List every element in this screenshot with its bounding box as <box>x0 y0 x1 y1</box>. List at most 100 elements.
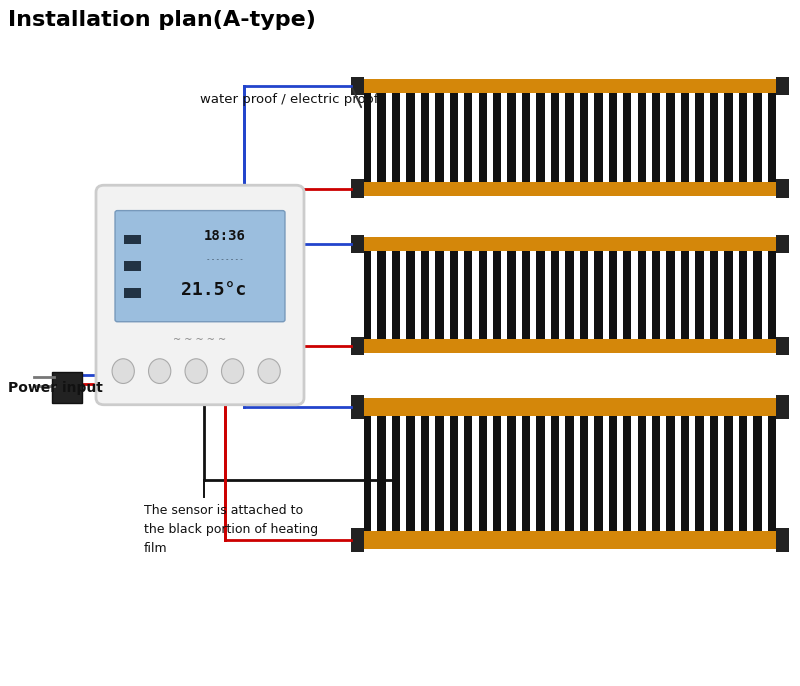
Bar <box>386 93 392 182</box>
Bar <box>733 416 738 531</box>
Bar <box>124 235 141 244</box>
Bar <box>530 93 536 182</box>
Bar <box>487 416 493 531</box>
Bar <box>631 250 638 340</box>
Bar <box>574 416 580 531</box>
Bar <box>364 182 776 196</box>
Bar <box>602 250 609 340</box>
Bar <box>646 416 652 531</box>
Bar <box>631 93 638 182</box>
Bar <box>660 416 666 531</box>
Text: Power input: Power input <box>8 381 103 394</box>
Bar <box>351 395 364 418</box>
Bar <box>458 250 464 340</box>
Bar <box>443 93 450 182</box>
Bar <box>458 93 464 182</box>
Bar <box>516 416 522 531</box>
Ellipse shape <box>258 359 280 383</box>
FancyBboxPatch shape <box>96 185 304 405</box>
Bar <box>733 250 738 340</box>
Bar <box>646 93 652 182</box>
Bar <box>124 261 141 271</box>
Bar <box>386 250 392 340</box>
Bar <box>675 93 681 182</box>
Bar <box>52 372 82 403</box>
Bar <box>559 93 566 182</box>
Bar <box>516 250 522 340</box>
Bar <box>675 416 681 531</box>
Bar <box>559 250 566 340</box>
Bar <box>776 528 789 552</box>
Bar <box>776 77 789 95</box>
Bar <box>502 93 507 182</box>
Bar <box>351 338 364 355</box>
Bar <box>530 250 536 340</box>
Bar <box>588 93 594 182</box>
Bar <box>631 416 638 531</box>
Bar <box>660 93 666 182</box>
Text: 21.5°c: 21.5°c <box>181 281 246 298</box>
Bar <box>364 79 776 196</box>
Text: - - - - - - - -: - - - - - - - - <box>207 256 242 261</box>
Text: water proof / electric proof: water proof / electric proof <box>200 93 378 106</box>
Bar <box>718 250 724 340</box>
Bar <box>545 416 551 531</box>
Text: 18:36: 18:36 <box>204 229 246 244</box>
Bar <box>364 237 776 250</box>
Bar <box>545 250 551 340</box>
Bar <box>675 250 681 340</box>
Bar <box>124 288 141 298</box>
Bar <box>718 93 724 182</box>
Bar <box>351 528 364 552</box>
Bar <box>690 250 695 340</box>
Bar <box>473 93 478 182</box>
Bar <box>487 93 493 182</box>
Ellipse shape <box>149 359 171 383</box>
Bar <box>690 416 695 531</box>
Bar <box>559 416 566 531</box>
Bar <box>747 416 754 531</box>
Bar <box>588 416 594 531</box>
Text: The sensor is attached to
the black portion of heating
film: The sensor is attached to the black port… <box>144 504 318 555</box>
Bar <box>545 93 551 182</box>
Text: Installation plan(A-type): Installation plan(A-type) <box>8 10 316 30</box>
Bar <box>414 93 421 182</box>
Bar <box>473 416 478 531</box>
Bar <box>351 235 364 252</box>
Bar <box>429 416 435 531</box>
Bar <box>733 93 738 182</box>
Bar <box>617 250 623 340</box>
Bar <box>473 250 478 340</box>
Text: ~ ~ ~ ~ ~: ~ ~ ~ ~ ~ <box>174 335 226 345</box>
Bar <box>364 398 776 549</box>
Bar <box>400 93 406 182</box>
Bar <box>602 416 609 531</box>
Ellipse shape <box>185 359 207 383</box>
Bar <box>574 93 580 182</box>
Bar <box>516 93 522 182</box>
Bar <box>704 416 710 531</box>
Bar <box>718 416 724 531</box>
Bar <box>502 250 507 340</box>
Bar <box>414 416 421 531</box>
Bar <box>762 93 768 182</box>
Bar <box>502 416 507 531</box>
Bar <box>400 416 406 531</box>
Bar <box>443 250 450 340</box>
Bar <box>530 416 536 531</box>
Bar <box>400 250 406 340</box>
FancyBboxPatch shape <box>115 211 285 322</box>
Bar <box>414 250 421 340</box>
Bar <box>351 180 364 198</box>
Bar <box>371 93 378 182</box>
Bar <box>371 250 378 340</box>
Bar <box>487 250 493 340</box>
Bar <box>371 416 378 531</box>
Bar <box>364 237 776 353</box>
Bar <box>588 250 594 340</box>
Bar <box>364 531 776 549</box>
Bar <box>704 250 710 340</box>
Ellipse shape <box>112 359 134 383</box>
Bar <box>776 235 789 252</box>
Bar <box>776 395 789 418</box>
